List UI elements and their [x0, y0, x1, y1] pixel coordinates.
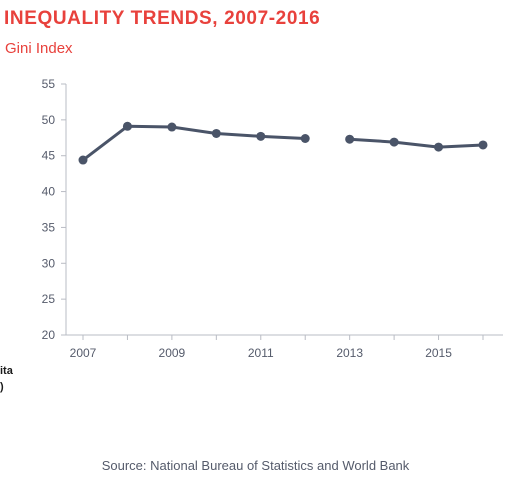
chart-subtitle: Gini Index — [5, 40, 73, 57]
series-line — [81, 124, 307, 162]
data-point — [78, 155, 88, 165]
y-tick-label: 50 — [42, 113, 56, 127]
y-tick-label: 30 — [42, 256, 56, 270]
clipped-text-1: ita — [0, 365, 13, 377]
data-point — [211, 128, 221, 138]
data-point — [345, 134, 355, 144]
x-tick-label: 2013 — [336, 346, 363, 360]
data-point — [389, 137, 399, 147]
series-line — [348, 137, 485, 149]
data-point — [434, 142, 444, 152]
y-tick-label: 45 — [42, 149, 56, 163]
x-tick-label: 2011 — [248, 346, 274, 360]
source-note: Source: National Bureau of Statistics an… — [101, 458, 410, 473]
data-point — [256, 131, 266, 141]
data-point — [478, 140, 488, 150]
x-tick-label: 2015 — [425, 346, 452, 360]
data-point — [167, 122, 177, 132]
y-tick-label: 40 — [42, 185, 56, 199]
y-tick-label: 35 — [42, 220, 56, 234]
clipped-text-2: ) — [0, 381, 4, 393]
data-point — [122, 121, 132, 131]
x-tick-label: 2009 — [159, 346, 186, 360]
chart-title: INEQUALITY TRENDS, 2007-2016 — [4, 8, 321, 29]
data-point — [300, 134, 310, 144]
x-tick-label: 2007 — [70, 346, 97, 360]
y-tick-label: 20 — [42, 328, 56, 342]
y-tick-label: 55 — [42, 77, 56, 91]
gini-line-chart: 20 25 30 35 40 45 50 55 2007 2009 2011 2013 2015 — [42, 77, 503, 360]
y-tick-label: 25 — [42, 292, 56, 306]
